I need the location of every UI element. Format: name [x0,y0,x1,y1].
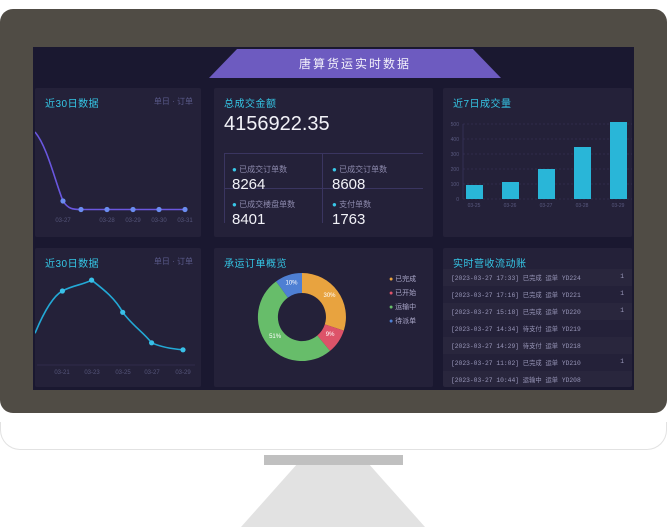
svg-text:03-29: 03-29 [175,370,191,376]
svg-text:03-31: 03-31 [177,218,193,224]
svg-text:9%: 9% [326,332,335,338]
svg-text:03-27: 03-27 [144,370,160,376]
svg-text:03-23: 03-23 [84,370,100,376]
svg-text:03-28: 03-28 [99,218,115,224]
svg-text:03-28: 03-28 [576,203,589,209]
svg-text:03-27: 03-27 [55,218,71,224]
svg-text:100: 100 [451,182,460,188]
svg-text:03-26: 03-26 [504,203,517,209]
svg-text:300: 300 [451,152,460,158]
svg-text:0: 0 [456,197,459,203]
svg-text:200: 200 [451,167,460,173]
svg-text:03-29: 03-29 [612,203,625,209]
svg-text:03-29: 03-29 [125,218,141,224]
svg-text:30%: 30% [323,293,336,299]
svg-text:51%: 51% [269,334,282,340]
svg-text:03-30: 03-30 [151,218,167,224]
svg-text:03-25: 03-25 [468,203,481,209]
svg-text:400: 400 [451,137,460,143]
svg-text:03-25: 03-25 [115,370,131,376]
svg-text:10%: 10% [285,281,298,287]
svg-text:500: 500 [451,122,460,128]
svg-text:03-27: 03-27 [540,203,553,209]
svg-text:03-21: 03-21 [54,370,70,376]
